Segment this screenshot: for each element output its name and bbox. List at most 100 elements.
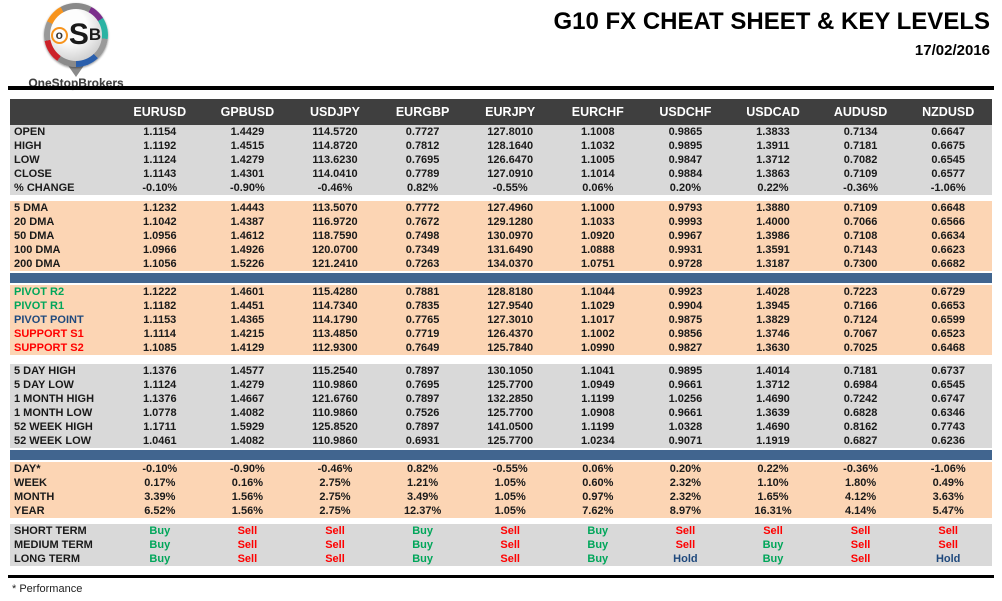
table-row-5-day-low: 5 DAY LOW 1.1124 1.4279 110.9860 0.7695 125.7… — [10, 378, 992, 392]
cell-month-eurusd: 3.39% — [144, 491, 176, 503]
cell-1-month-low-nzdusd: 0.6346 — [931, 407, 966, 419]
cell-5-dma-nzdusd: 0.6648 — [931, 202, 966, 214]
cell-day-eurgbp: 0.82% — [406, 463, 439, 475]
logo-letter-b: B — [88, 25, 102, 44]
cell-low-usdchf: 0.9847 — [668, 154, 703, 166]
cell-20-dma-eurgbp: 0.7672 — [405, 216, 440, 228]
section-spacer — [10, 355, 992, 364]
column-header-audusd: AUDUSD — [833, 105, 888, 119]
row-label: 52 WEEK LOW — [14, 435, 92, 447]
report-date: 17/02/2016 — [914, 42, 990, 59]
row-label: CLOSE — [14, 168, 52, 180]
cell-pivot-r1-usdchf: 0.9904 — [668, 300, 703, 312]
cell-year-usdcad: 16.31% — [754, 505, 792, 517]
cell-200-dma-nzdusd: 0.6682 — [931, 258, 966, 270]
row-label: MEDIUM TERM — [14, 539, 93, 551]
cell-support-s1-usdchf: 0.9856 — [668, 328, 703, 340]
column-header-usdcad: USDCAD — [746, 105, 800, 119]
cell-200-dma-eurusd: 1.1056 — [142, 258, 177, 270]
row-label: % CHANGE — [14, 182, 75, 194]
column-header-eurjpy: EURJPY — [485, 105, 536, 119]
cell-short-term-gpbusd: Sell — [237, 525, 258, 537]
fx-table: EURUSD GPBUSD USDJPY EURGBP EURJPY EURCHF USDC… — [10, 99, 992, 566]
cell-month-nzdusd: 3.63% — [932, 491, 964, 503]
table-row-change: % CHANGE -0.10% -0.90% -0.46% 0.82% -0.55% 0.0… — [10, 181, 992, 195]
cell-1-month-low-usdchf: 0.9661 — [668, 407, 703, 419]
cell-close-gpbusd: 1.4301 — [230, 168, 265, 180]
column-header-gpbusd: GPBUSD — [220, 105, 275, 119]
performance-footnote: * Performance — [12, 583, 83, 595]
cell-low-eurusd: 1.1124 — [143, 154, 177, 166]
logo-letter-o: o — [50, 26, 68, 44]
table-row-year: YEAR 6.52% 1.56% 2.75% 12.37% 1.05% 7.62% 8.97%… — [10, 504, 992, 518]
cell-support-s1-gpbusd: 1.4215 — [230, 328, 265, 340]
cell-medium-term-gpbusd: Sell — [237, 539, 258, 551]
cell-52-week-low-usdcad: 1.1919 — [756, 435, 790, 447]
cell-support-s2-eurjpy: 125.7840 — [487, 342, 534, 354]
blue-divider-bar — [10, 450, 992, 460]
cell-day-gpbusd: -0.90% — [229, 463, 265, 475]
cell-week-eurjpy: 1.05% — [494, 477, 526, 489]
cell-52-week-low-eurjpy: 125.7700 — [487, 435, 534, 447]
cell-long-term-eurjpy: Sell — [500, 553, 520, 565]
cell-medium-term-usdchf: Sell — [675, 539, 696, 551]
table-row-5-dma: 5 DMA 1.1232 1.4443 113.5070 0.7772 127.4960 1… — [10, 201, 992, 215]
cell-100-dma-eurchf: 1.0888 — [580, 244, 615, 256]
cell-200-dma-audusd: 0.7300 — [843, 258, 878, 270]
cell-5-day-high-audusd: 0.7181 — [843, 365, 878, 377]
cell-change-nzdusd: -1.06% — [930, 182, 966, 194]
cell-pivot-r2-usdchf: 0.9923 — [668, 286, 703, 298]
cell-support-s2-usdchf: 0.9827 — [668, 342, 703, 354]
row-label: LONG TERM — [14, 553, 80, 565]
cell-support-s1-usdcad: 1.3746 — [756, 328, 790, 340]
cell-month-usdchf: 2.32% — [669, 491, 701, 503]
cell-open-gpbusd: 1.4429 — [230, 126, 265, 138]
cell-1-month-high-usdchf: 1.0256 — [668, 393, 703, 405]
cell-pivot-r2-gpbusd: 1.4601 — [230, 286, 265, 298]
cell-5-dma-usdjpy: 113.5070 — [312, 202, 358, 214]
row-label: DAY* — [14, 463, 41, 475]
cell-52-week-high-audusd: 0.8162 — [843, 421, 878, 433]
cell-100-dma-usdjpy: 120.0700 — [312, 244, 358, 256]
cell-52-week-low-nzdusd: 0.6236 — [931, 435, 966, 447]
cell-medium-term-usdjpy: Sell — [325, 539, 345, 551]
row-label: MONTH — [14, 491, 55, 503]
section-spacer — [10, 195, 992, 201]
cell-20-dma-eurusd: 1.1042 — [142, 216, 177, 228]
table-row-1-month-high: 1 MONTH HIGH 1.1376 1.4667 121.6760 0.7897 13… — [10, 392, 992, 406]
row-label: 1 MONTH HIGH — [14, 393, 95, 405]
cell-low-nzdusd: 0.6545 — [931, 154, 966, 166]
cell-change-usdchf: 0.20% — [669, 182, 701, 194]
footer-divider-bar — [8, 575, 994, 578]
cell-5-day-high-eurusd: 1.1376 — [142, 365, 177, 377]
cell-change-gpbusd: -0.90% — [229, 182, 265, 194]
cell-year-eurjpy: 1.05% — [494, 505, 526, 517]
cell-pivot-r2-nzdusd: 0.6729 — [931, 286, 966, 298]
cell-long-term-audusd: Sell — [850, 553, 871, 565]
cell-open-usdcad: 1.3833 — [756, 126, 790, 138]
cell-200-dma-eurgbp: 0.7263 — [405, 258, 440, 270]
cell-5-day-high-eurjpy: 130.1050 — [487, 365, 534, 377]
row-label: 50 DMA — [14, 230, 55, 242]
cell-open-audusd: 0.7134 — [843, 126, 878, 138]
cell-52-week-low-eurgbp: 0.6931 — [405, 435, 440, 447]
cell-pivot-point-audusd: 0.7124 — [843, 314, 878, 326]
cell-day-audusd: -0.36% — [843, 463, 879, 475]
row-label: 5 DAY LOW — [14, 379, 74, 391]
table-row-50-dma: 50 DMA 1.0956 1.4612 118.7590 0.7498 130.0970… — [10, 229, 992, 243]
cell-support-s2-usdcad: 1.3630 — [756, 342, 790, 354]
cell-support-s2-eurusd: 1.1085 — [142, 342, 177, 354]
table-row-low: LOW 1.1124 1.4279 113.6230 0.7695 126.6470 1.1… — [10, 153, 992, 167]
table-row-open: OPEN 1.1154 1.4429 114.5720 0.7727 127.8010 1.… — [10, 125, 992, 139]
cell-change-eurgbp: 0.82% — [406, 182, 439, 194]
cell-short-term-nzdusd: Sell — [938, 525, 958, 537]
cell-year-eurgbp: 12.37% — [403, 505, 442, 517]
cell-high-eurusd: 1.1192 — [143, 140, 177, 152]
cell-pivot-r1-eurgbp: 0.7835 — [405, 300, 440, 312]
cell-close-usdcad: 1.3863 — [756, 168, 790, 180]
cell-medium-term-audusd: Sell — [850, 539, 871, 551]
cell-50-dma-eurchf: 1.0920 — [580, 230, 615, 242]
cell-change-usdjpy: -0.46% — [317, 182, 353, 194]
cell-5-day-high-nzdusd: 0.6737 — [931, 365, 966, 377]
cell-week-eurchf: 0.60% — [582, 477, 614, 489]
